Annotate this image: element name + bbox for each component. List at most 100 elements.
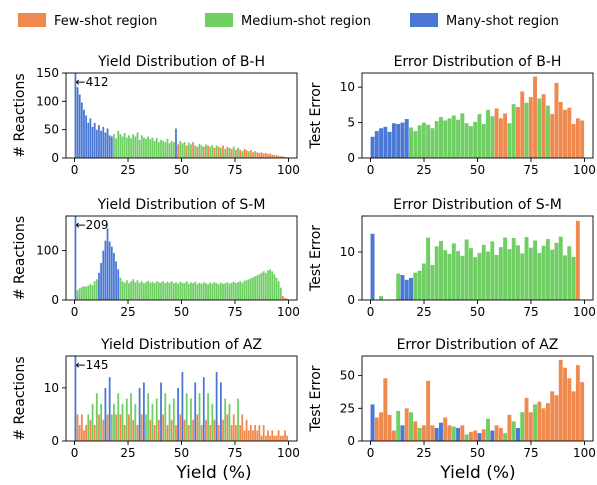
bar [187,142,190,158]
bar [260,272,263,300]
chart-title: Error Distribution of S-M [393,197,562,213]
bar [213,147,216,158]
bar [571,124,576,158]
bar [391,123,396,158]
chart-panel-0: Yield Distribution of B-H # Reactions 0 25 5… [12,54,300,177]
bar [172,283,175,300]
bar [426,124,431,158]
bars [370,359,585,441]
bar [230,148,233,158]
bar [264,272,267,300]
bar [130,281,132,300]
bar [202,377,205,441]
bar [434,246,439,300]
bar [108,241,111,300]
bar [439,116,443,158]
bar [147,393,150,441]
bar [83,430,85,441]
bar [78,288,81,300]
bar [273,274,276,300]
bar [426,237,431,300]
chart-panel-2: Yield Distribution of S-M # Reactions 0 25 5… [12,197,300,319]
bar [545,105,550,158]
bar [237,398,239,441]
y-tick-label: 10 [340,245,355,259]
bar [228,147,231,158]
bar [125,137,128,158]
bar [130,393,132,441]
bar [145,282,147,300]
bar [464,239,469,300]
bar [196,146,199,158]
x-tick-label: 25 [416,446,431,460]
bar [277,155,280,158]
bar [254,276,257,300]
x-tick-label: 0 [71,305,79,319]
y-axis-label: Test Error [308,365,324,432]
bar [498,427,503,441]
bar [202,282,205,300]
bar [477,433,482,441]
bar [528,412,533,441]
bar [151,403,154,441]
bar [89,419,92,441]
bar [228,283,231,300]
bar [537,98,542,158]
bar [443,417,448,441]
bar [451,243,456,300]
bar [222,145,224,158]
legend-label: Many-shot region [446,14,559,29]
y-tick-label: 0 [347,293,355,307]
bar [175,425,177,441]
bar [464,123,469,158]
bar [125,280,128,300]
bar [374,131,379,158]
bar [284,298,286,300]
y-tick-label: 150 [36,66,59,80]
bar [108,377,111,441]
bar [516,427,520,441]
bar [456,251,461,300]
x-tick-label: 100 [277,305,300,319]
bar [145,138,147,158]
bar [183,142,186,158]
bar [520,253,525,300]
bar [83,286,85,300]
y-tick-label: 0 [51,151,59,165]
y-tick-label: 10 [340,80,355,94]
bar [198,143,201,158]
chart-panel-3: Error Distribution of S-M Test Error 0 25 50… [308,197,596,319]
y-axis-label: # Reactions [12,356,28,440]
bar [136,132,139,158]
x-tick-label: 75 [523,305,538,319]
bar [175,128,177,158]
bar [162,281,165,300]
bar [95,129,98,158]
bar [387,131,392,158]
bar [490,241,495,300]
bar [490,116,495,158]
bar [76,87,79,158]
bar [275,435,278,441]
bar [196,284,199,300]
bar [528,97,533,158]
bar [102,250,105,300]
bar [115,138,117,158]
x-tick-label: 100 [573,163,596,177]
bar [134,136,137,158]
bar [147,280,150,300]
bars [74,216,289,300]
bar [117,269,120,300]
bar [98,272,100,300]
bar [87,285,90,300]
bar [533,76,538,158]
bar [524,237,529,300]
bar [473,430,478,441]
bar [200,425,203,441]
bar [194,382,197,441]
bar [89,118,92,158]
bar [207,393,209,441]
bar [232,281,235,300]
bar [185,281,188,300]
bar [234,283,237,300]
